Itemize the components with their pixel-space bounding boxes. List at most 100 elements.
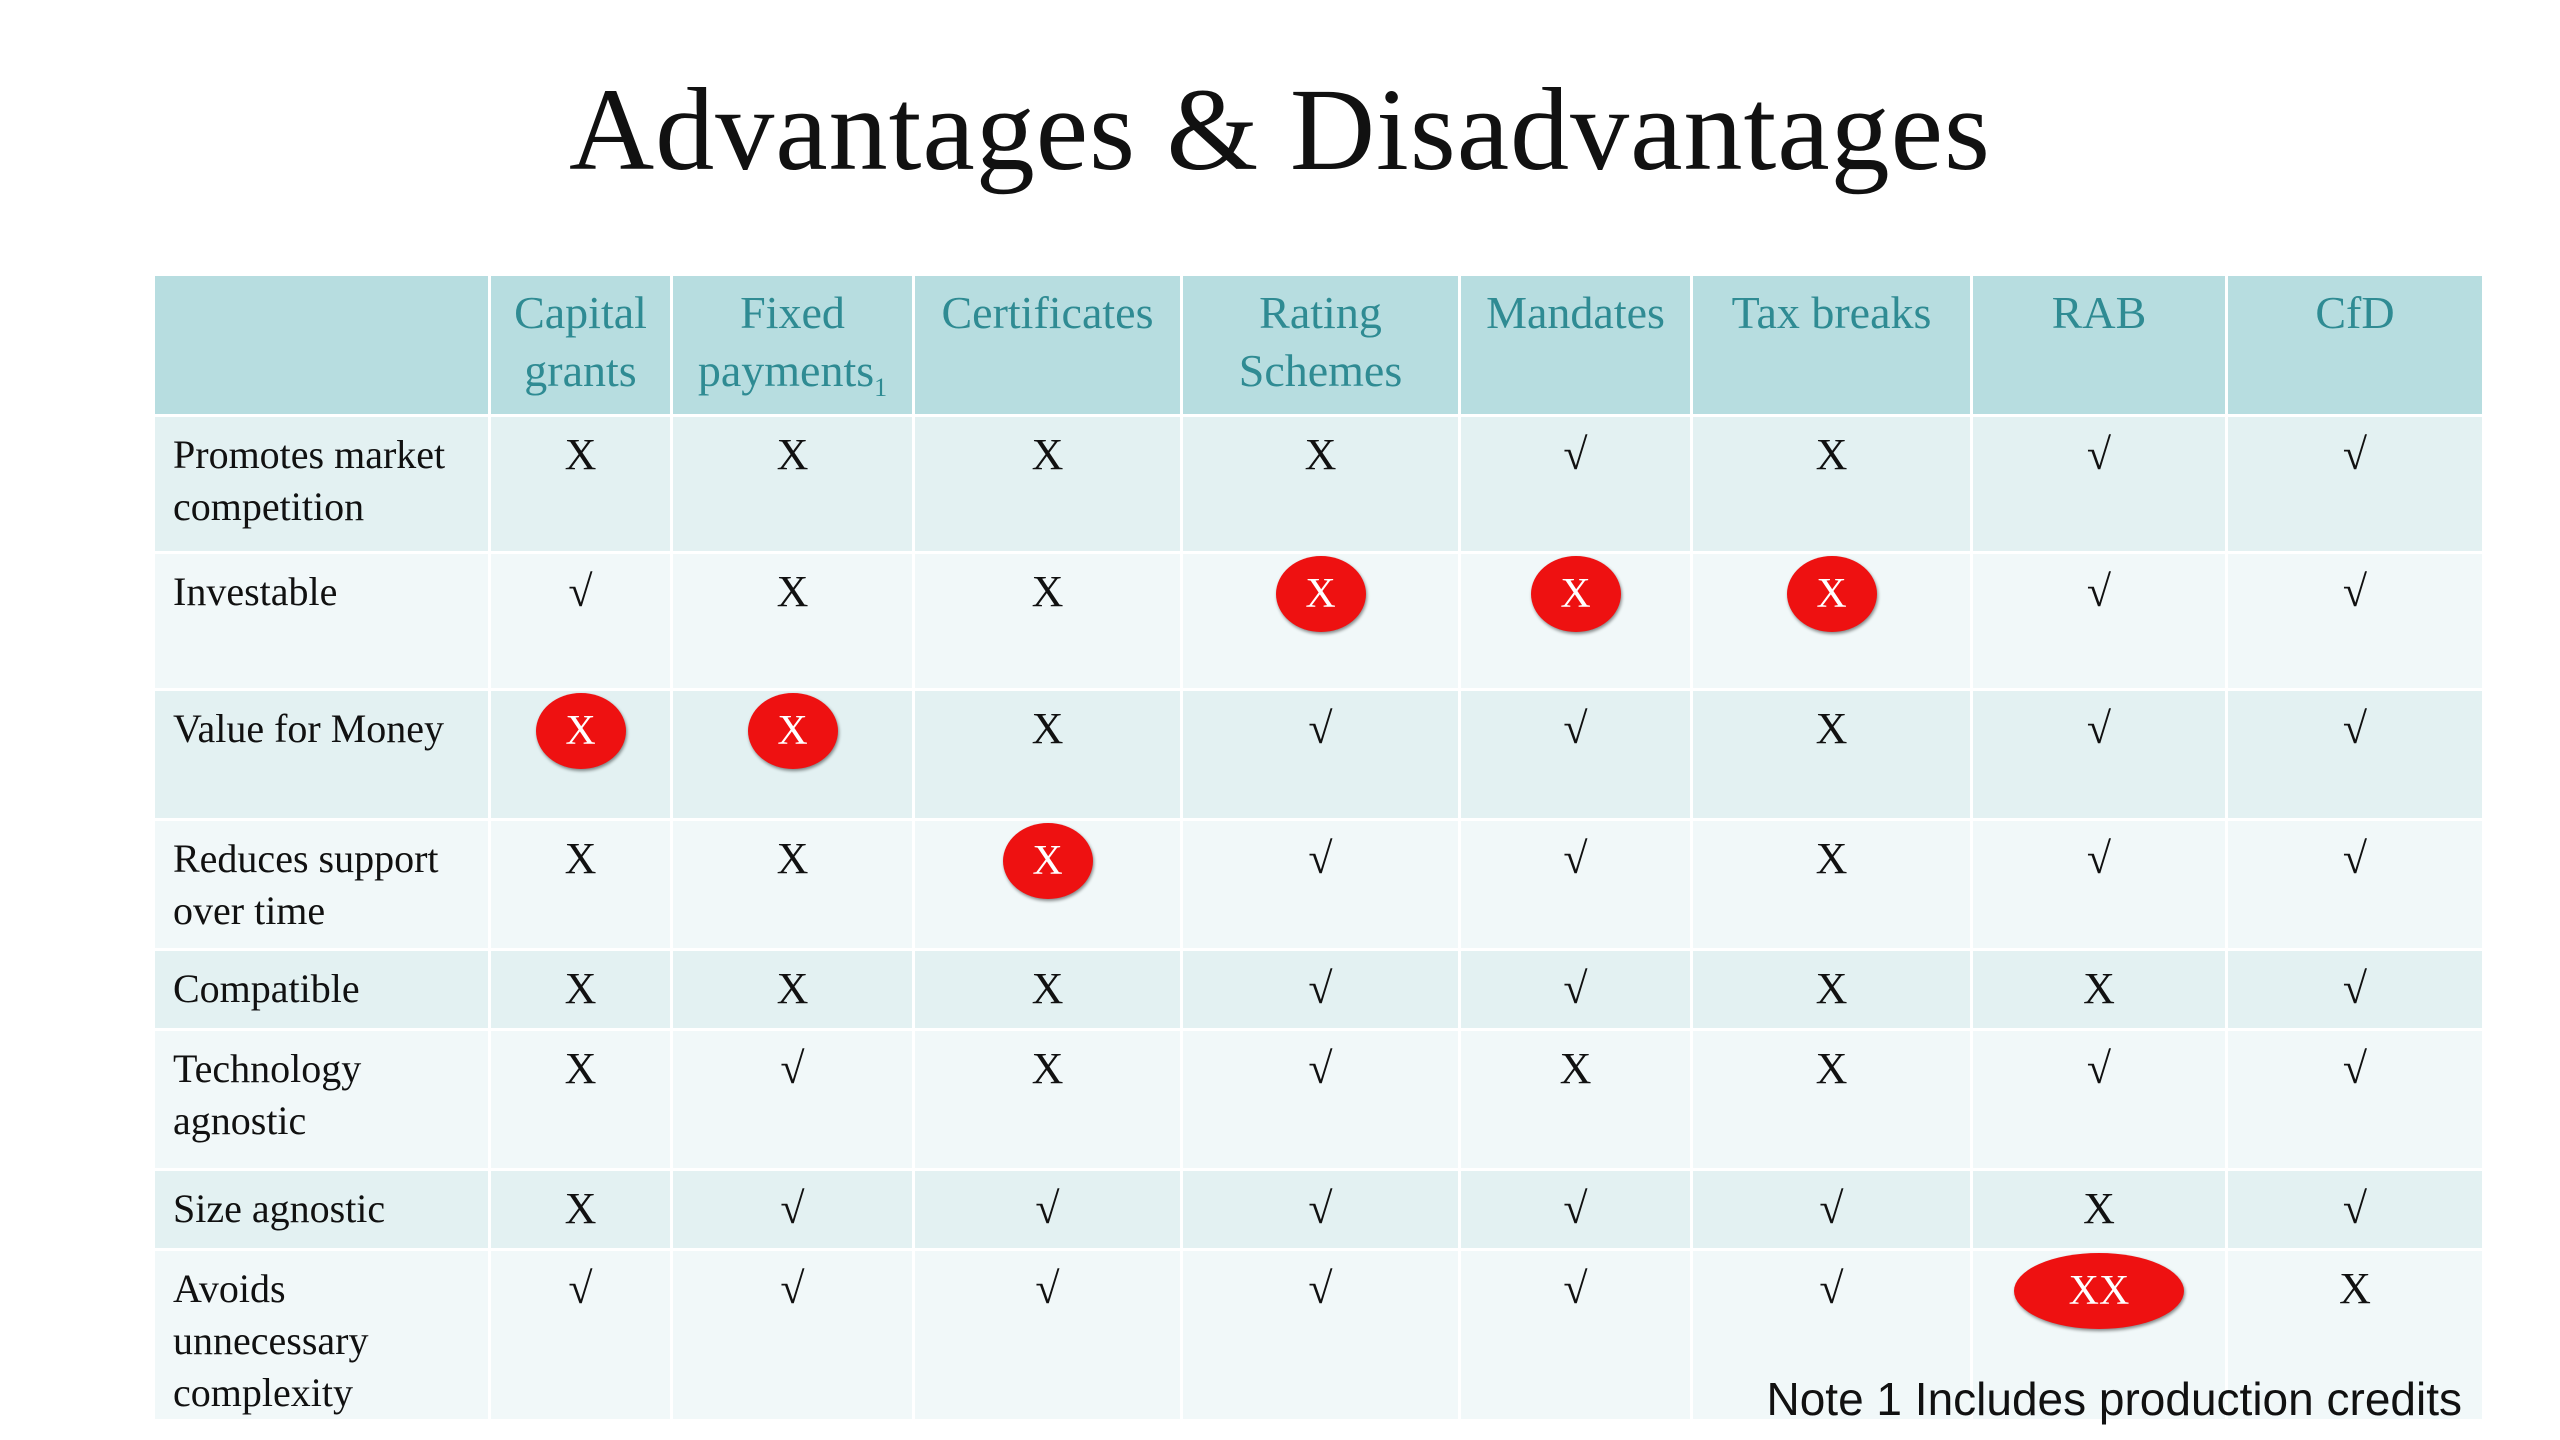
column-header: Rating Schemes — [1180, 273, 1461, 417]
column-header: Certificates — [912, 273, 1183, 417]
comparison-table: Capital grants Fixed payments1 Certificate… — [152, 273, 2485, 1422]
table-cell: √ — [2225, 818, 2485, 951]
table-row: Investable √ X X X X X √ √ — [152, 551, 2485, 691]
table-cell: X — [488, 948, 673, 1031]
cross-mark: X — [776, 567, 809, 616]
table-cell: √ — [1458, 948, 1693, 1031]
check-mark: √ — [2342, 430, 2368, 479]
table-cell: X — [912, 414, 1183, 554]
column-header: Fixed payments1 — [670, 273, 915, 417]
cross-mark: X — [1559, 1044, 1592, 1093]
check-mark: √ — [1563, 964, 1588, 1013]
check-mark: √ — [1308, 964, 1333, 1013]
check-mark: √ — [1035, 1184, 1060, 1233]
table-cell: X — [1690, 948, 1973, 1031]
table-cell: X — [1690, 688, 1973, 821]
cross-mark: X — [2339, 1264, 2371, 1313]
table-cell: √ — [1970, 414, 2228, 554]
table-cell: √ — [1458, 1168, 1693, 1251]
table-cell: X — [2225, 1248, 2485, 1422]
table-cell: √ — [1180, 948, 1461, 1031]
table-cell: √ — [1180, 1248, 1461, 1422]
highlighted-mark: XX — [2014, 1253, 2184, 1329]
table-cell: XX — [1970, 1248, 2228, 1422]
table-cell: √ — [1180, 688, 1461, 821]
check-mark: √ — [2342, 964, 2368, 1013]
table-body: Promotes market competition X X X X √ X √ √ Inves… — [152, 414, 2485, 1422]
check-mark: √ — [1308, 834, 1333, 883]
check-mark: √ — [568, 567, 593, 616]
cross-mark: X — [1031, 430, 1064, 479]
cross-mark: X — [2083, 964, 2115, 1013]
cross-mark: X — [776, 964, 809, 1013]
table-row: Value for Money X X X √ √ X √ √ — [152, 688, 2485, 821]
check-mark: √ — [780, 1264, 805, 1313]
table-cell: X — [912, 818, 1183, 951]
table-cell: √ — [488, 1248, 673, 1422]
row-label: Avoids unnecessary complexity — [152, 1248, 491, 1422]
table-cell: √ — [1970, 818, 2228, 951]
column-header: RAB — [1970, 273, 2228, 417]
cross-mark: X — [776, 834, 809, 883]
table-cell: √ — [1458, 818, 1693, 951]
column-header: CfD — [2225, 273, 2485, 417]
row-label: Value for Money — [152, 688, 491, 821]
highlighted-mark: X — [1275, 556, 1366, 632]
highlighted-mark: X — [1002, 823, 1093, 899]
cross-mark: X — [1815, 964, 1848, 1013]
header-corner — [152, 273, 491, 417]
cross-mark: X — [1815, 1044, 1848, 1093]
table-cell: √ — [2225, 414, 2485, 554]
table-cell: X — [1970, 948, 2228, 1031]
cross-mark: X — [1815, 704, 1848, 753]
highlighted-mark: X — [747, 693, 838, 769]
table-cell: √ — [1690, 1248, 1973, 1422]
column-header: Capital grants — [488, 273, 673, 417]
table-cell: X — [912, 1028, 1183, 1171]
table-cell: √ — [1180, 1168, 1461, 1251]
table-cell: X — [488, 688, 673, 821]
cross-mark: X — [564, 1044, 597, 1093]
table-cell: √ — [912, 1168, 1183, 1251]
table-cell: X — [912, 688, 1183, 821]
table-cell: X — [488, 414, 673, 554]
table-cell: X — [1458, 1028, 1693, 1171]
table-row: Compatible X X X √ √ X X √ — [152, 948, 2485, 1031]
table-cell: √ — [2225, 688, 2485, 821]
table-cell: √ — [488, 551, 673, 691]
table-cell: X — [488, 1028, 673, 1171]
table-cell: √ — [1180, 818, 1461, 951]
table-cell: √ — [1458, 688, 1693, 821]
table-row: Reduces support over time X X X √ √ X √ √ — [152, 818, 2485, 951]
table-cell: X — [670, 688, 915, 821]
column-header: Mandates — [1458, 273, 1693, 417]
check-mark: √ — [1308, 1044, 1333, 1093]
table-cell: √ — [1970, 688, 2228, 821]
table-cell: √ — [2225, 1028, 2485, 1171]
check-mark: √ — [1563, 704, 1588, 753]
cross-mark: X — [564, 834, 597, 883]
check-mark: √ — [2086, 834, 2112, 883]
check-mark: √ — [2086, 704, 2112, 753]
check-mark: √ — [1308, 1264, 1333, 1313]
table-cell: √ — [670, 1168, 915, 1251]
table-cell: √ — [912, 1248, 1183, 1422]
table-cell: X — [1690, 551, 1973, 691]
row-label: Promotes market competition — [152, 414, 491, 554]
table-cell: X — [1690, 818, 1973, 951]
check-mark: √ — [2342, 1184, 2368, 1233]
row-label: Reduces support over time — [152, 818, 491, 951]
table-row: Avoids unnecessary complexity √ √ √ √ √ √ XX X — [152, 1248, 2485, 1422]
row-label: Size agnostic — [152, 1168, 491, 1251]
check-mark: √ — [568, 1264, 593, 1313]
highlighted-mark: X — [1530, 556, 1621, 632]
cross-mark: X — [1304, 430, 1337, 479]
footnote: Note 1 Includes production credits — [1766, 1373, 2462, 1425]
table-cell: X — [912, 948, 1183, 1031]
table-cell: √ — [1970, 1028, 2228, 1171]
check-mark: √ — [2342, 567, 2368, 616]
table-cell: √ — [2225, 1168, 2485, 1251]
check-mark: √ — [780, 1184, 805, 1233]
table-cell: X — [1690, 414, 1973, 554]
table-cell: √ — [670, 1248, 915, 1422]
